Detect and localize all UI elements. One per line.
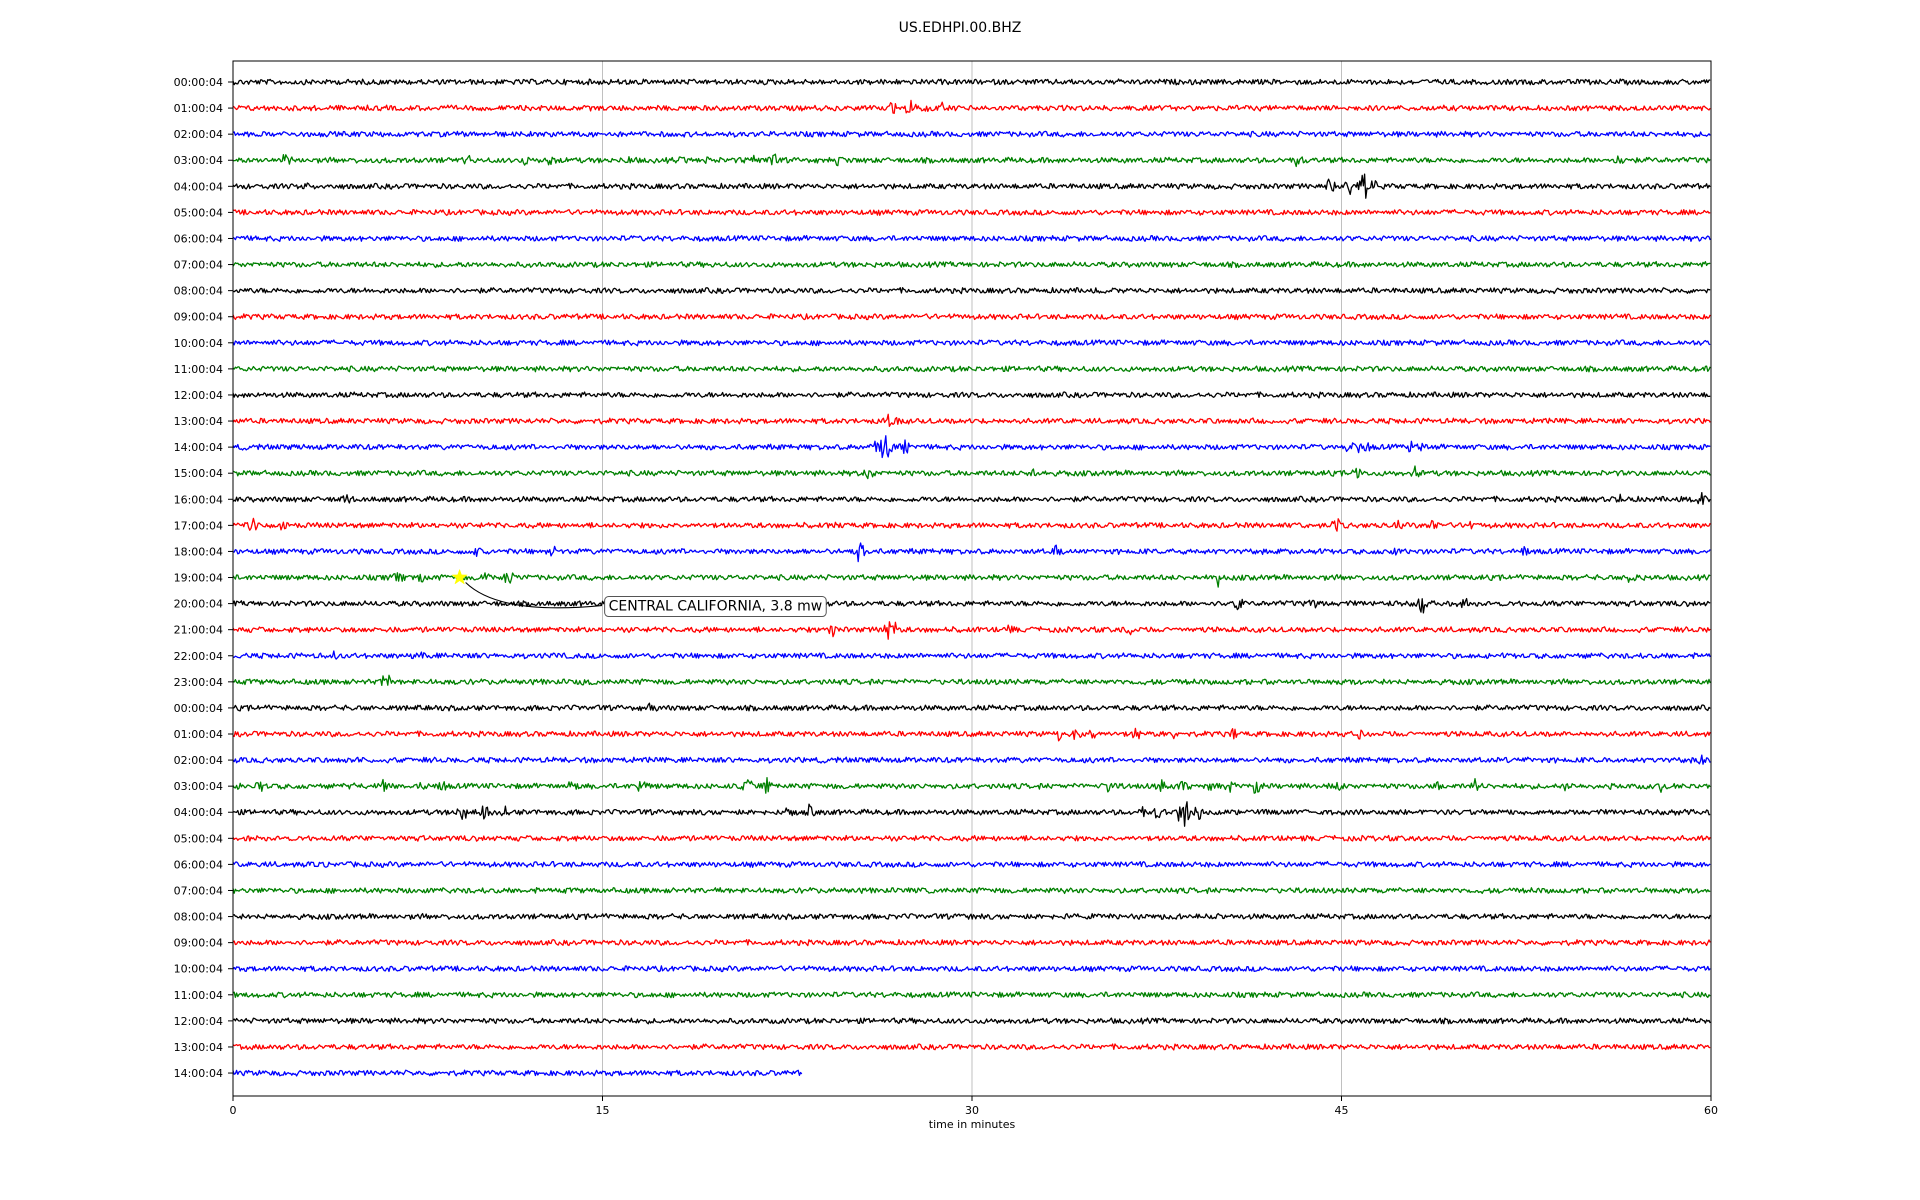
trace-row-29: [232, 834, 1711, 842]
row-time-label: 22:00:04: [174, 650, 223, 663]
trace-row-3: [232, 153, 1711, 168]
trace-row-11: [232, 365, 1711, 373]
row-time-label: 06:00:04: [174, 858, 223, 871]
row-time-label: 20:00:04: [174, 598, 223, 611]
trace-layer: [232, 78, 1711, 1077]
row-time-label: 00:00:04: [174, 76, 223, 89]
trace-row-27: [232, 777, 1711, 794]
row-time-label: 09:00:04: [174, 937, 223, 950]
axis-layer: 0 15 30 45 60 time in minutes: [228, 60, 1718, 1131]
row-time-label: 18:00:04: [174, 545, 223, 558]
event-pointer: [465, 582, 602, 609]
trace-row-31: [232, 886, 1711, 895]
event-label: CENTRAL CALIFORNIA, 3.8 mw: [609, 599, 823, 615]
trace-row-20: [232, 597, 1711, 614]
trace-row-23: [232, 674, 1711, 687]
trace-row-18: [232, 542, 1711, 563]
trace-row-34: [232, 965, 1711, 973]
trace-row-25: [232, 727, 1711, 742]
x-tick-label: 30: [965, 1104, 979, 1117]
row-time-label: 05:00:04: [174, 206, 223, 219]
trace-row-15: [232, 465, 1711, 480]
row-time-label: 15:00:04: [174, 467, 223, 480]
row-time-label: 09:00:04: [174, 311, 223, 324]
trace-row-24: [232, 702, 1711, 712]
x-tick-label: 60: [1704, 1104, 1718, 1117]
row-time-label: 04:00:04: [174, 180, 223, 193]
row-time-label: 14:00:04: [174, 441, 223, 454]
row-time-label: 07:00:04: [174, 259, 223, 272]
trace-row-21: [232, 621, 1711, 640]
trace-row-1: [232, 99, 1711, 114]
row-time-label: 08:00:04: [174, 911, 223, 924]
trace-row-32: [232, 912, 1711, 921]
row-time-label: 11:00:04: [174, 363, 223, 376]
row-time-label: 00:00:04: [174, 702, 223, 715]
row-time-label: 23:00:04: [174, 676, 223, 689]
trace-row-17: [232, 517, 1711, 532]
row-time-label: 02:00:04: [174, 754, 223, 767]
row-time-label: 05:00:04: [174, 832, 223, 845]
row-time-label: 01:00:04: [174, 102, 223, 115]
trace-row-0: [232, 78, 1711, 86]
x-axis-label: time in minutes: [929, 1118, 1016, 1131]
row-time-label: 13:00:04: [174, 1041, 223, 1054]
trace-row-30: [232, 860, 1711, 869]
trace-row-28: [233, 801, 1711, 827]
trace-row-37: [232, 1043, 1711, 1051]
row-time-label: 16:00:04: [174, 493, 223, 506]
x-tick-label: 0: [230, 1104, 237, 1117]
row-time-label: 01:00:04: [174, 728, 223, 741]
label-layer: 00:00:04 01:00:04 02:00:04 03:00:04 04:00:04…: [174, 76, 223, 1080]
row-time-label: 06:00:04: [174, 232, 223, 245]
row-time-label: 17:00:04: [174, 519, 223, 532]
trace-row-10: [232, 339, 1711, 347]
chart-title: US.EDHPI.00.BHZ: [898, 20, 1022, 36]
row-time-label: 10:00:04: [174, 963, 223, 976]
trace-row-35: [232, 991, 1711, 999]
row-time-label: 14:00:04: [174, 1067, 223, 1080]
row-time-label: 12:00:04: [174, 1015, 223, 1028]
row-time-label: 10:00:04: [174, 337, 223, 350]
trace-row-6: [232, 234, 1711, 243]
trace-row-33: [232, 939, 1711, 947]
event-star-marker: [451, 568, 468, 585]
trace-row-16: [232, 491, 1711, 505]
row-time-label: 04:00:04: [174, 806, 223, 819]
trace-row-36: [232, 1017, 1711, 1025]
annotation-layer: CENTRAL CALIFORNIA, 3.8 mw: [451, 568, 827, 618]
trace-row-14: [232, 435, 1711, 459]
trace-row-9: [232, 313, 1711, 321]
trace-row-12: [232, 391, 1711, 399]
trace-row-22: [232, 650, 1711, 660]
row-time-label: 03:00:04: [174, 154, 223, 167]
trace-row-5: [232, 208, 1711, 216]
trace-row-13: [232, 413, 1711, 427]
row-time-label: 21:00:04: [174, 624, 223, 637]
trace-row-7: [232, 260, 1711, 269]
row-time-label: 08:00:04: [174, 285, 223, 298]
trace-row-19: [232, 572, 1711, 588]
trace-row-8: [232, 287, 1711, 295]
row-time-label: 03:00:04: [174, 780, 223, 793]
trace-row-38: [232, 1069, 803, 1077]
row-time-label: 13:00:04: [174, 415, 223, 428]
trace-row-4: [232, 173, 1711, 199]
x-tick-label: 45: [1335, 1104, 1349, 1117]
row-time-label: 07:00:04: [174, 884, 223, 897]
row-time-label: 12:00:04: [174, 389, 223, 402]
row-time-label: 19:00:04: [174, 572, 223, 585]
trace-row-26: [232, 754, 1711, 765]
x-tick-label: 15: [596, 1104, 610, 1117]
row-time-label: 11:00:04: [174, 989, 223, 1002]
row-time-label: 02:00:04: [174, 128, 223, 141]
trace-row-2: [232, 130, 1711, 138]
event-label-box: [604, 596, 827, 618]
